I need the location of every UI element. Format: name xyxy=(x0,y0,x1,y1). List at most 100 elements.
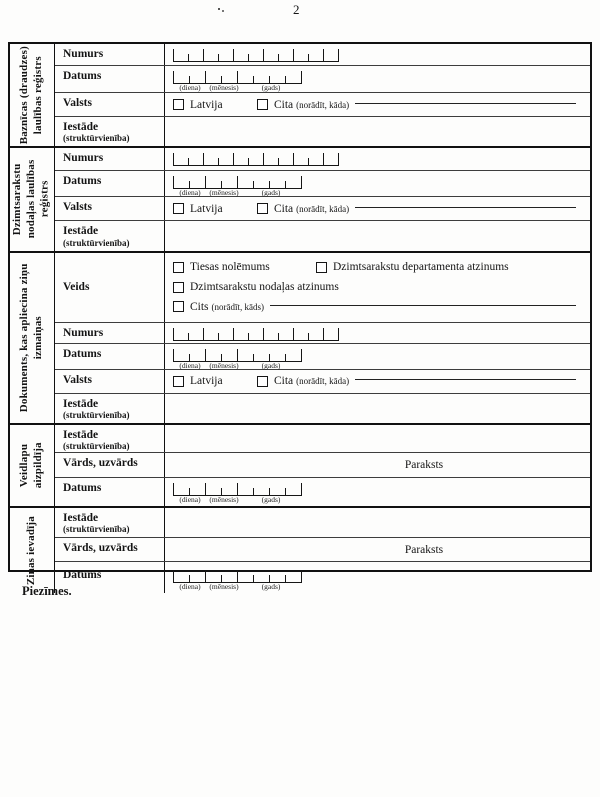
datums-value-cell[interactable]: (diena) (mēnesis) (gads) xyxy=(165,171,590,198)
date-comb-field[interactable] xyxy=(173,176,582,190)
checkbox-label-latvija: Latvija xyxy=(190,202,223,215)
date-comb-labels: (diena) (mēnesis) (gads) xyxy=(173,360,582,370)
date-comb-field[interactable] xyxy=(173,570,582,584)
row-institution: Iestāde (struktūrvienība) xyxy=(55,508,590,538)
checkbox-label-latvija: Latvija xyxy=(190,375,223,388)
date-comb-field[interactable] xyxy=(173,482,582,496)
section-title-entered-by: Ziņas ievadīja xyxy=(10,508,55,594)
field-label-iestade: Iestāde (struktūrvienība) xyxy=(55,508,165,538)
iestade-sublabel: (struktūrvienība) xyxy=(63,441,130,452)
date-comb-labels: (diena) (mēnesis) (gads) xyxy=(173,83,582,92)
iestade-value-cell[interactable] xyxy=(165,221,590,250)
field-label-valsts: Valsts xyxy=(55,369,165,393)
iestade-label: Iestāde xyxy=(63,397,99,410)
checkbox-label-departamenta-atzinums: Dzimtsarakstu departamenta atzinums xyxy=(333,261,509,274)
row-date: Datums (diena) (mēnesis) (gads) xyxy=(55,342,590,369)
vards-value-cell[interactable]: Paraksts xyxy=(165,453,590,477)
numurs-value-cell[interactable] xyxy=(165,323,590,343)
label-menesis: (mēnesis) xyxy=(209,494,239,504)
row-country: Valsts Latvija Cita (norādīt, kāda) xyxy=(55,368,590,393)
iestade-label: Iestāde xyxy=(63,512,99,525)
numurs-value-cell[interactable] xyxy=(165,44,590,65)
valsts-value-cell: Latvija Cita (norādīt, kāda) xyxy=(165,370,590,393)
checkbox-latvija[interactable] xyxy=(173,203,184,215)
row-institution: Iestāde (struktūrvienība) xyxy=(55,220,590,251)
checkbox-label-cita: Cita xyxy=(274,202,294,215)
page-number: 2 xyxy=(293,2,300,17)
row-number: Numurs xyxy=(55,148,590,171)
row-country: Valsts Latvija Cita (norādīt, kāda) xyxy=(55,196,590,221)
number-comb-field[interactable] xyxy=(173,153,582,167)
numurs-value-cell[interactable] xyxy=(165,148,590,170)
field-label-valsts: Valsts xyxy=(55,93,165,116)
date-comb-field[interactable] xyxy=(173,348,582,362)
checkbox-cita[interactable] xyxy=(257,375,268,387)
write-line[interactable] xyxy=(355,102,576,104)
row-date: Datums (diena) (mēnesis) (gads) xyxy=(55,561,590,594)
iestade-sublabel: (struktūrvienība) xyxy=(63,524,130,535)
section-title-text: Veidlapu aizpildīja xyxy=(18,442,44,489)
label-diena: (diena) xyxy=(179,494,201,504)
valsts-value-cell: Latvija Cita (norādīt, kāda) xyxy=(165,197,590,220)
checkbox-cita[interactable] xyxy=(257,99,268,110)
datums-value-cell[interactable]: (diena) (mēnesis) (gads) xyxy=(165,478,590,506)
label-gads: (gads) xyxy=(261,360,281,370)
field-label-numurs: Numurs xyxy=(55,322,165,343)
signature-label: Paraksts xyxy=(404,458,444,471)
veids-label: Veids xyxy=(63,281,90,294)
checkbox-label-nodalas-atzinums: Dzimtsarakstu nodaļas atzinums xyxy=(190,281,339,294)
field-label-veids: Veids xyxy=(55,252,165,322)
checkbox-departamenta-atzinums[interactable] xyxy=(316,261,327,273)
iestade-sublabel: (struktūrvienība) xyxy=(63,133,130,144)
row-institution: Iestāde (struktūrvienība) xyxy=(55,392,590,423)
label-diena: (diena) xyxy=(179,582,201,592)
section-title-document: Dokuments, kas apliecina ziņu izmaiņas xyxy=(10,252,55,423)
checkbox-nodalas-atzinums[interactable] xyxy=(173,281,184,293)
checkbox-label-latvija: Latvija xyxy=(190,98,223,111)
datums-value-cell[interactable]: (diena) (mēnesis) (gads) xyxy=(165,344,590,369)
veids-option-line1: Tiesas nolēmums Dzimtsarakstu departamen… xyxy=(173,261,582,273)
checkbox-cits[interactable] xyxy=(173,301,184,313)
row-number: Numurs xyxy=(55,321,590,343)
label-menesis: (mēnesis) xyxy=(209,582,239,592)
datums-value-cell[interactable]: (diena) (mēnesis) (gads) xyxy=(165,562,590,593)
checkbox-latvija[interactable] xyxy=(173,99,184,110)
scan-speck xyxy=(218,8,220,10)
number-comb-field[interactable] xyxy=(173,49,582,62)
iestade-value-cell[interactable] xyxy=(165,117,590,146)
date-comb-field[interactable] xyxy=(173,71,582,84)
checkbox-label-cits: Cits xyxy=(190,300,209,313)
vards-value-cell[interactable]: Paraksts xyxy=(165,538,590,561)
checkbox-latvija[interactable] xyxy=(173,375,184,387)
label-gads: (gads) xyxy=(261,188,281,198)
iestade-value-cell[interactable] xyxy=(165,425,590,452)
datums-value-cell[interactable]: (diena) (mēnesis) (gads) xyxy=(165,66,590,92)
section-title-civil: Dzimtsarakstu nodaļas laulības reģistrs xyxy=(10,148,55,251)
row-type: Veids Tiesas nolēmums Dzimtsarakstu depa… xyxy=(55,252,590,322)
field-label-datums: Datums xyxy=(55,562,165,594)
iestade-sublabel: (struktūrvienība) xyxy=(63,237,130,248)
iestade-value-cell[interactable] xyxy=(165,508,590,537)
row-date: Datums (diena) (mēnesis) (gads) xyxy=(55,65,590,92)
cits-hint: (norādīt, kāds) xyxy=(211,301,265,312)
checkbox-cita[interactable] xyxy=(257,203,268,215)
iestade-sublabel: (struktūrvienība) xyxy=(63,409,130,420)
iestade-value-cell[interactable] xyxy=(165,394,590,423)
number-comb-field[interactable] xyxy=(173,327,582,341)
label-gads: (gads) xyxy=(261,83,281,92)
section-form-filled-by: Veidlapu aizpildīja Iestāde (struktūrvie… xyxy=(10,422,590,507)
field-label-valsts: Valsts xyxy=(55,197,165,221)
write-line[interactable] xyxy=(355,206,576,208)
field-label-numurs: Numurs xyxy=(55,44,165,65)
field-label-numurs: Numurs xyxy=(55,148,165,171)
checkbox-tiesas-nolemums[interactable] xyxy=(173,261,184,273)
field-label-vards: Vārds, uzvārds xyxy=(55,538,165,562)
write-line[interactable] xyxy=(270,304,576,306)
section-title-text: Dokuments, kas apliecina ziņu izmaiņas xyxy=(18,263,44,413)
write-line[interactable] xyxy=(355,379,576,381)
cita-hint: (norādīt, kāda) xyxy=(296,376,350,387)
row-name-surname: Vārds, uzvārds Paraksts xyxy=(55,537,590,562)
row-date: Datums (diena) (mēnesis) (gads) xyxy=(55,476,590,507)
veids-option-line3: Cits (norādīt, kāds) xyxy=(173,301,582,313)
label-menesis: (mēnesis) xyxy=(209,188,239,198)
